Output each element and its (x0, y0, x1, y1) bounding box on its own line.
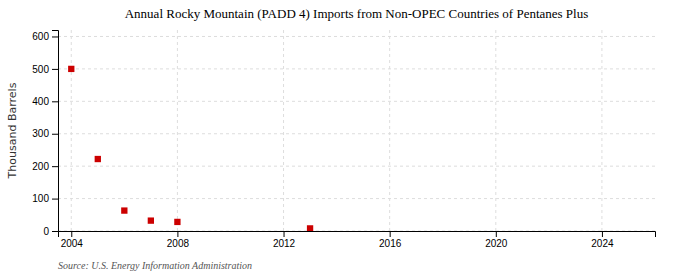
tick-mark (52, 166, 58, 167)
tick: 500 (32, 64, 58, 75)
axis-line (59, 232, 656, 238)
tick-label: 200 (32, 161, 49, 172)
tick-mark (496, 231, 497, 237)
tick: 2004 (61, 231, 84, 249)
y-axis: 0 100 200 300 400 500 600 (32, 31, 58, 237)
axis-line (52, 31, 59, 232)
tick: 100 (32, 193, 58, 204)
chart: 2004 2008 2012 2016 2020 2024 0 100 200 300 400 500… (0, 0, 675, 275)
tick-label: 400 (32, 96, 49, 107)
grid-line (58, 36, 655, 37)
tick: 2024 (591, 231, 614, 249)
tick: 2020 (485, 231, 508, 249)
point (121, 207, 127, 213)
tick-mark (52, 36, 58, 37)
grid-line (58, 198, 655, 199)
tick: 200 (32, 161, 58, 172)
grid-line (601, 30, 602, 231)
title: Annual Rocky Mountain (PADD 4) Imports f… (125, 6, 589, 21)
tick-mark (52, 69, 58, 70)
tick-label: 2024 (591, 238, 614, 249)
tick-mark (177, 231, 178, 237)
tick: 0 (43, 226, 58, 237)
tick-label: 2012 (273, 238, 296, 249)
grid-line (58, 101, 655, 102)
grid-line (71, 30, 72, 231)
tick-label: 0 (43, 226, 49, 237)
point (95, 156, 101, 162)
tick: 2008 (167, 231, 190, 249)
grid-line (58, 68, 655, 69)
point (307, 225, 313, 231)
tick-mark (284, 231, 285, 237)
tick-label: 2016 (379, 238, 402, 249)
grid-line (177, 30, 178, 231)
tick-mark (71, 231, 72, 237)
x-axis: 2004 2008 2012 2016 2020 2024 (59, 231, 656, 249)
tick: 400 (32, 96, 58, 107)
point (148, 217, 154, 223)
tick: 2016 (379, 231, 402, 249)
tick: 600 (32, 31, 58, 42)
tick-label: 500 (32, 64, 49, 75)
tick-mark (52, 134, 58, 135)
tick: 2012 (273, 231, 296, 249)
grid (58, 30, 655, 231)
tick-label: 2004 (61, 238, 84, 249)
y-axis-title: Thousand Barrels (6, 82, 19, 179)
grid-line (495, 30, 496, 231)
tick-label: 2008 (167, 238, 190, 249)
tick: 300 (32, 128, 58, 139)
source: Source: U.S. Energy Information Administ… (58, 260, 252, 271)
tick-mark (390, 231, 391, 237)
point (174, 219, 180, 225)
tick-label: 300 (32, 128, 49, 139)
tick-mark (52, 231, 58, 232)
tick-label: 600 (32, 31, 49, 42)
grid-line (389, 30, 390, 231)
tick-label: 2020 (485, 238, 508, 249)
tick-mark (52, 199, 58, 200)
tick-mark (52, 101, 58, 102)
points (68, 66, 313, 231)
grid-line (58, 133, 655, 134)
point (68, 66, 74, 72)
tick-label: 100 (32, 193, 49, 204)
grid-line (283, 30, 284, 231)
tick-mark (602, 231, 603, 237)
grid-line (58, 166, 655, 167)
